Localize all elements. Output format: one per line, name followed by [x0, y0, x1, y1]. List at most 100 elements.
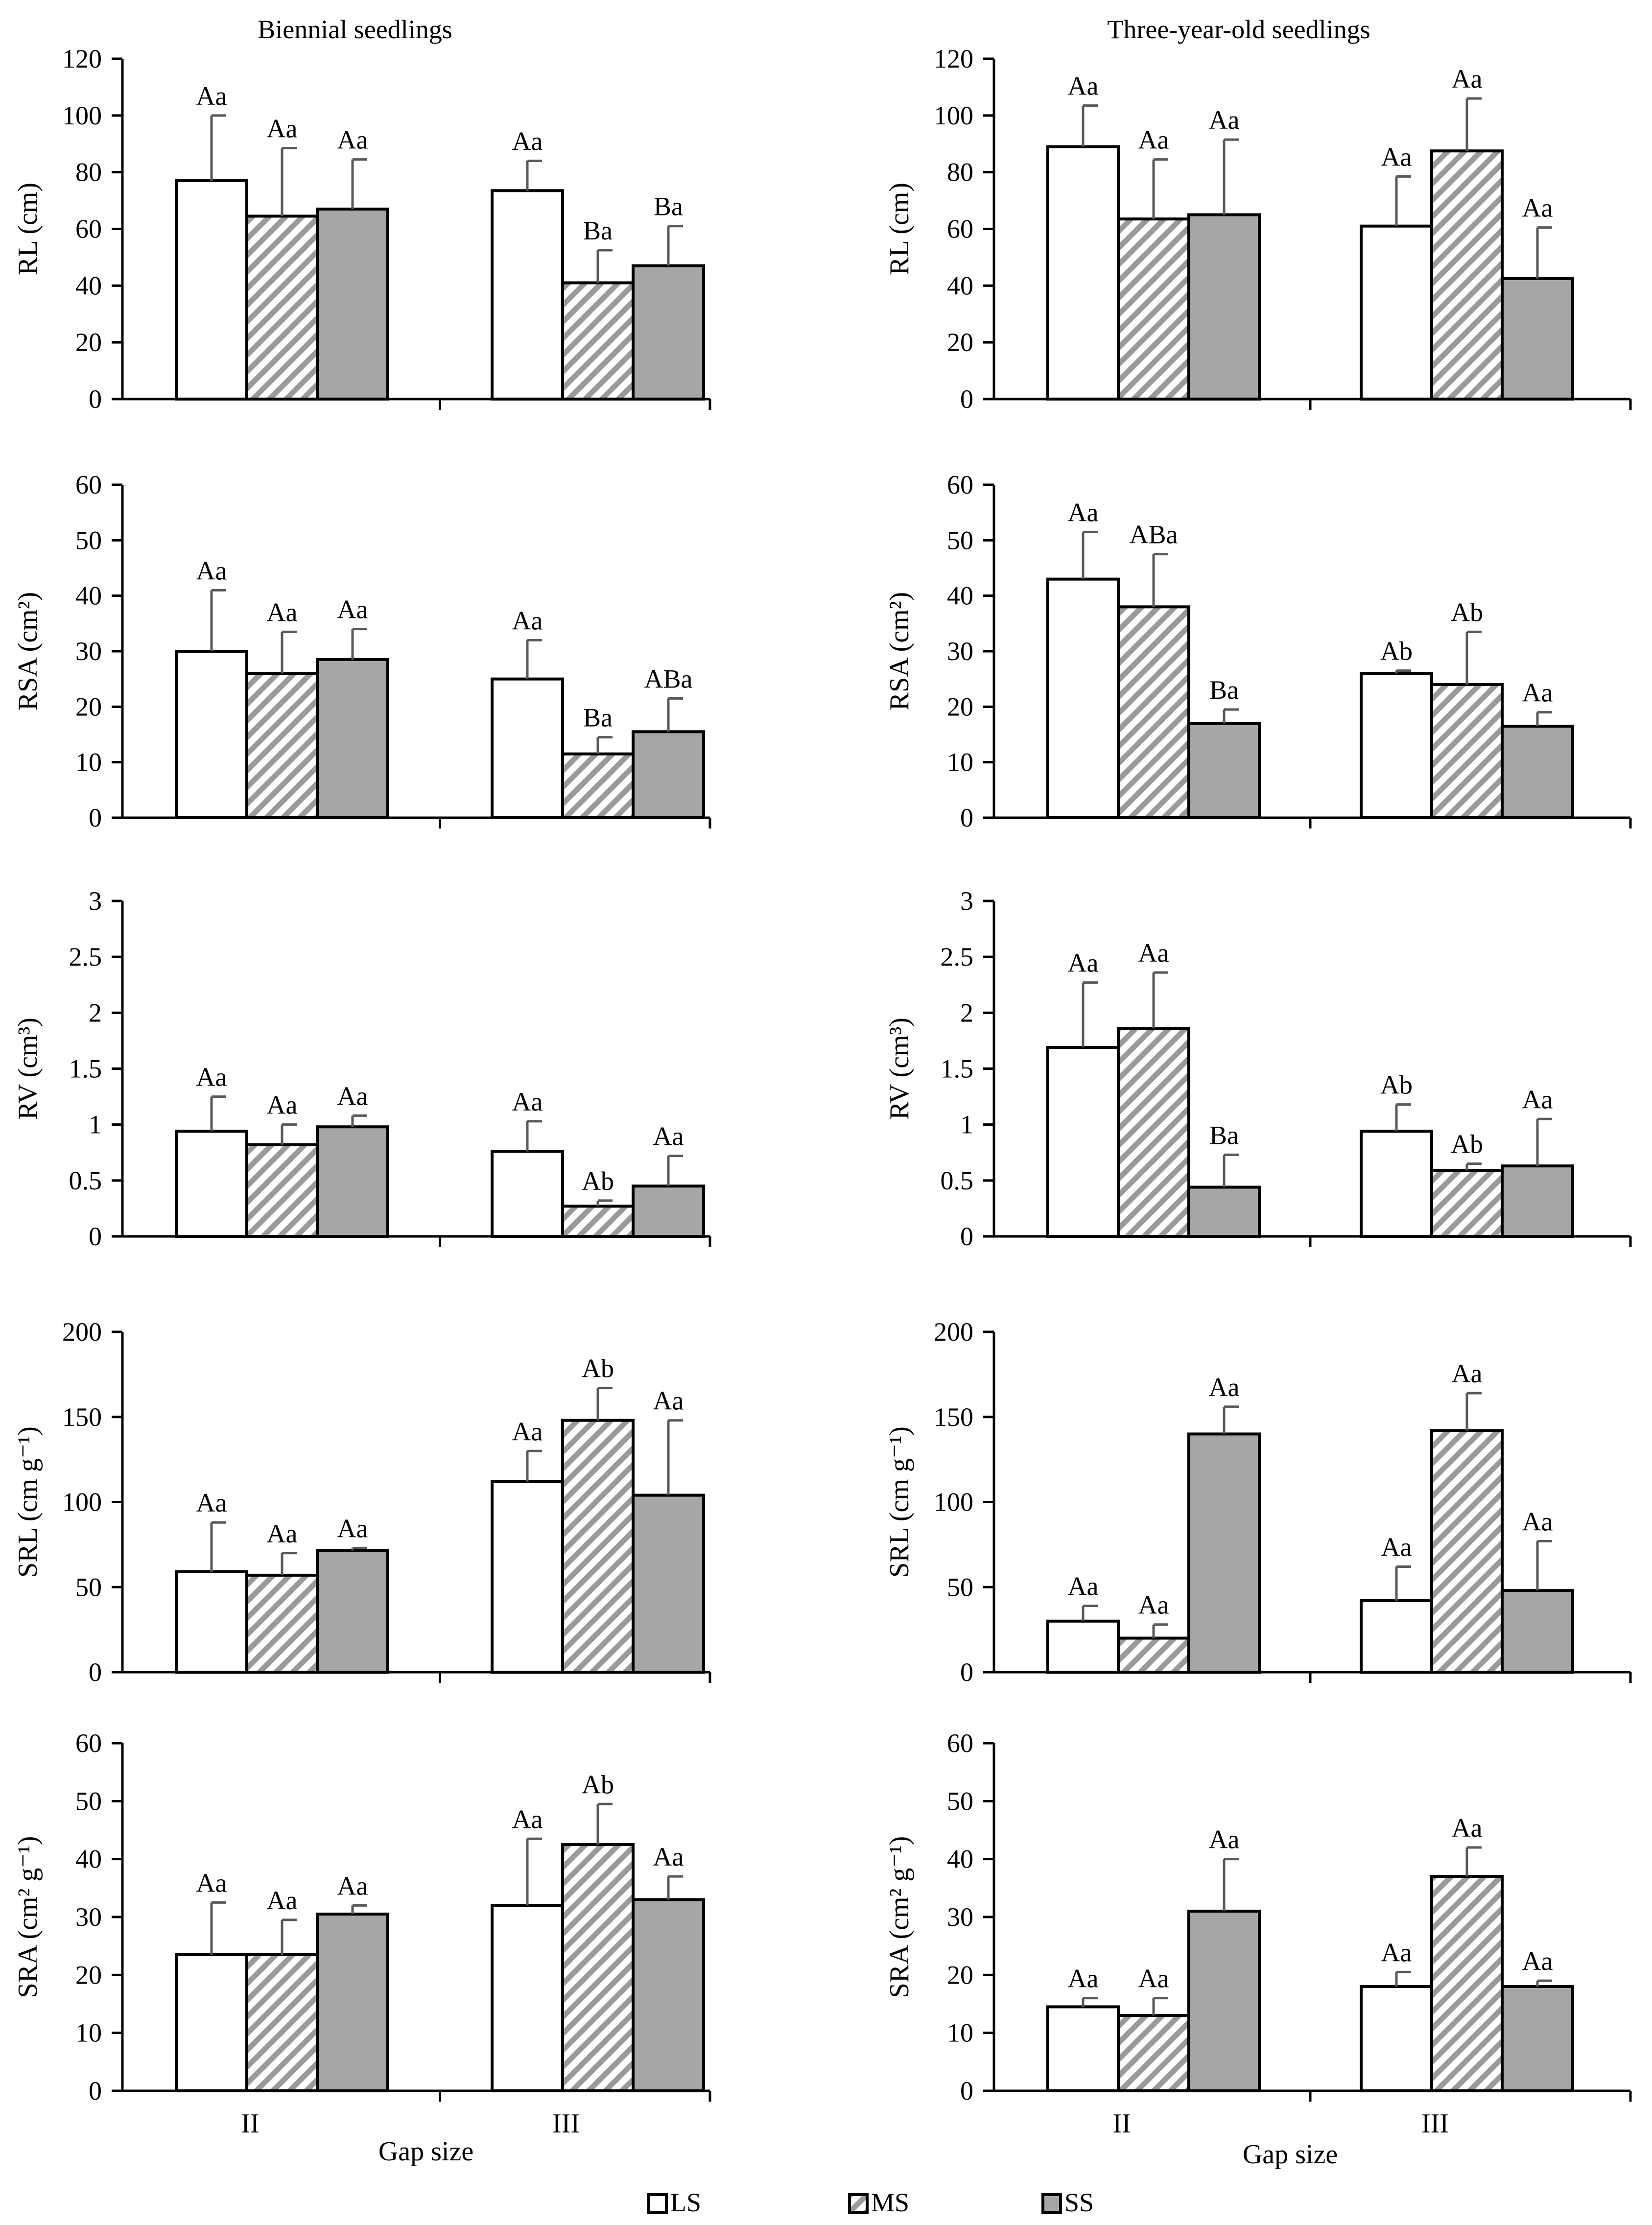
significance-label: Aa [1138, 1964, 1169, 1993]
y-tick-label: 1.5 [941, 1054, 974, 1084]
y-tick-label: 0 [89, 803, 102, 832]
significance-label: Aa [1209, 1825, 1240, 1854]
y-tick-label: 10 [75, 2018, 102, 2048]
significance-label: Aa [1209, 105, 1240, 135]
bar-ms-II [245, 1143, 319, 1238]
x-tick-label: II [1112, 2108, 1131, 2139]
y-tick-label: 0 [89, 1222, 102, 1251]
y-tick-label: 40 [75, 271, 102, 300]
bar-ms-III [1430, 149, 1504, 401]
significance-label: Aa [512, 606, 543, 635]
panel-biennial-RSA: 0 10 20 30 40 50 60 RSA (cm²) Aa Aa Aa Aa Ba ABa [13, 470, 711, 832]
significance-label: Aa [1068, 1571, 1099, 1601]
y-tick-label: 0 [89, 384, 102, 414]
y-tick-label: 2 [960, 998, 973, 1027]
significance-label: Ba [1209, 675, 1239, 705]
y-tick-label: 20 [75, 692, 102, 721]
bar-ms-II [1117, 217, 1190, 401]
bar-ss-III [1501, 277, 1574, 401]
y-tick-label: 0.5 [69, 1166, 102, 1195]
xlabel-left: Gap size [378, 2136, 473, 2167]
significance-label: Aa [337, 125, 368, 155]
bar-ms-II [245, 1953, 319, 2093]
significance-label: Aa [267, 1886, 298, 1915]
bar-ss-III [632, 1493, 705, 1674]
bar-ls-II [1046, 577, 1120, 819]
bar-ss-III [632, 1184, 705, 1238]
title-three-year: Three-year-old seedlings [1107, 15, 1370, 44]
significance-label: Aa [1522, 678, 1553, 708]
bar-ls-II [175, 1953, 248, 2093]
panel-three-year-RL: 0 20 40 60 80 100 120 RL (cm) Aa Aa Aa Aa Aa Aa [884, 44, 1632, 414]
y-tick-label: 20 [947, 328, 973, 357]
bar-ls-II [1046, 145, 1120, 401]
legend-swatch [1041, 2193, 1062, 2214]
bar-ms-III [561, 1843, 635, 2092]
bar-ls-III [1360, 1985, 1433, 2092]
bar-ss-II [316, 1913, 389, 2092]
y-axis-label: RV (cm³) [13, 1018, 43, 1120]
panel-three-year-SRA: 0 10 20 30 40 50 60 SRA (cm² g⁻¹) Aa Aa Aa Aa Aa Aa II… [884, 1728, 1632, 2139]
x-tick-label: II [241, 2108, 259, 2139]
y-tick-label: 60 [947, 470, 973, 499]
bar-ls-II [1046, 1619, 1120, 1674]
significance-label: Aa [1138, 1590, 1169, 1620]
y-axis-label: RSA (cm²) [884, 592, 915, 710]
panel-three-year-RV: 0 0.5 1 1.5 2 2.5 3 RV (cm³) Aa Aa Ba Ab Ab Aa [884, 886, 1632, 1251]
y-tick-label: 40 [947, 581, 973, 611]
y-tick-label: 50 [947, 525, 973, 555]
y-tick-label: 1 [960, 1110, 973, 1139]
significance-label: Aa [196, 556, 227, 585]
significance-label: Aa [1522, 1946, 1553, 1976]
significance-label: Aa [1452, 64, 1483, 94]
legend-label: LS [670, 2188, 701, 2217]
y-tick-label: 100 [62, 101, 102, 130]
legend-label: MS [871, 2188, 909, 2217]
y-tick-label: 3 [960, 886, 973, 916]
y-axis-label: RSA (cm²) [13, 592, 43, 710]
bar-ms-II [245, 672, 319, 820]
y-tick-label: 60 [75, 1728, 102, 1758]
bar-ms-II [245, 1573, 319, 1674]
bar-ls-III [1360, 1130, 1433, 1238]
bar-ls-II [175, 179, 248, 401]
y-tick-label: 0 [89, 1657, 102, 1687]
significance-label: Aa [1381, 1938, 1412, 1967]
significance-label: Ab [1380, 1070, 1413, 1100]
bar-ms-II [245, 214, 319, 401]
significance-label: Aa [512, 1087, 543, 1116]
significance-label: Aa [1209, 1373, 1240, 1402]
bar-ss-III [1501, 725, 1574, 819]
significance-label: Ba [654, 192, 683, 221]
y-tick-label: 50 [947, 1572, 973, 1602]
panel-three-year-RSA: 0 10 20 30 40 50 60 RSA (cm²) Aa ABa Ba Ab Ab Aa [884, 470, 1632, 832]
y-tick-label: 0 [960, 1222, 973, 1251]
bar-ss-III [1501, 1985, 1574, 2092]
significance-label: Aa [196, 1868, 227, 1897]
y-tick-label: 0 [960, 2076, 973, 2106]
y-tick-label: 2.5 [69, 942, 102, 971]
bar-ms-III [561, 281, 635, 401]
significance-label: Aa [512, 1417, 543, 1446]
bar-ms-III [561, 1419, 635, 1674]
significance-label: Aa [1381, 142, 1412, 171]
bar-ls-II [175, 1130, 248, 1238]
panel-three-year-SRL: 0 50 100 150 200 SRL (cm g⁻¹) Aa Aa Aa Aa Aa Aa [884, 1317, 1632, 1687]
y-tick-label: 40 [75, 1845, 102, 1874]
y-tick-label: 50 [947, 1786, 973, 1816]
significance-label: Ba [583, 703, 613, 733]
bar-ss-II [1187, 1185, 1261, 1238]
bar-ss-II [316, 1125, 389, 1238]
bar-ls-III [491, 1150, 564, 1238]
significance-label: Ab [582, 1354, 614, 1383]
y-tick-label: 10 [75, 748, 102, 777]
bar-ls-III [1360, 1599, 1433, 1674]
bar-ss-III [632, 730, 705, 820]
y-tick-label: 30 [947, 637, 973, 666]
y-tick-label: 50 [75, 1786, 102, 1816]
significance-label: Aa [1068, 948, 1099, 978]
y-tick-label: 10 [947, 2018, 973, 2048]
significance-label: Aa [267, 1090, 298, 1120]
legend: LS MS SS [647, 2188, 1094, 2217]
